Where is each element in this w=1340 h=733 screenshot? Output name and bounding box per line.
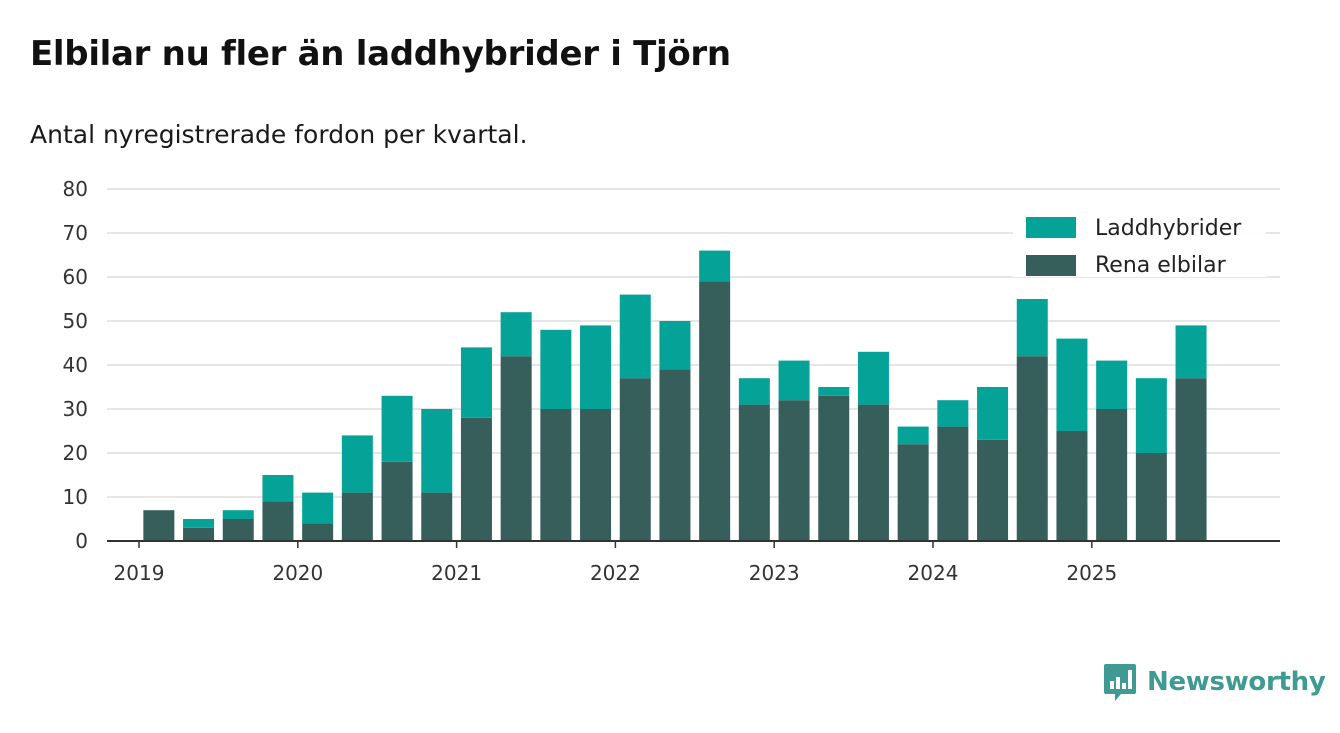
x-tick-label-2024: 2024 (908, 561, 959, 585)
bar-rena-elbilar-2025-Q2 (1096, 409, 1128, 541)
y-tick-label-40: 40 (63, 353, 88, 377)
bar-rena-elbilar-2024-Q2 (937, 426, 969, 541)
bar-rena-elbilar-2019-Q4 (222, 519, 254, 541)
bar-laddhybrider-2020-Q2 (302, 492, 334, 524)
bar-laddhybrider-2025-Q1 (1056, 338, 1088, 431)
chart-subtitle: Antal nyregistrerade fordon per kvartal. (30, 120, 528, 149)
x-tick-label-2022: 2022 (590, 561, 641, 585)
bar-laddhybrider-2021-Q1 (421, 409, 453, 493)
y-tick-label-20: 20 (63, 441, 88, 465)
bar-rena-elbilar-2023-Q4 (857, 404, 889, 541)
brand-name: Newsworthy (1147, 667, 1326, 697)
bar-laddhybrider-2025-Q2 (1096, 360, 1128, 409)
bar-rena-elbilar-2024-Q1 (897, 444, 929, 541)
bar-rena-elbilar-2025-Q1 (1056, 431, 1088, 541)
y-tick-label-80: 80 (63, 177, 88, 201)
bar-laddhybrider-2020-Q3 (341, 435, 373, 493)
legend-swatch-rena-elbilar (1026, 255, 1076, 276)
bars (143, 250, 1207, 541)
bar-rena-elbilar-2022-Q1 (580, 409, 612, 541)
bar-rena-elbilar-2024-Q4 (1016, 356, 1048, 541)
x-tick-label-2023: 2023 (749, 561, 800, 585)
bar-rena-elbilar-2021-Q1 (421, 492, 453, 541)
bar-rena-elbilar-2021-Q4 (540, 409, 572, 541)
newsworthy-logo-icon (1104, 664, 1136, 701)
bar-laddhybrider-2022-Q2 (619, 294, 651, 379)
bar-laddhybrider-2019-Q4 (222, 510, 254, 519)
y-tick-label-10: 10 (63, 485, 88, 509)
legend-label-rena-elbilar: Rena elbilar (1095, 253, 1227, 278)
bar-laddhybrider-2023-Q3 (818, 387, 850, 396)
bar-rena-elbilar-2022-Q4 (699, 281, 731, 541)
bar-rena-elbilar-2019-Q3 (183, 527, 215, 541)
bar-laddhybrider-2021-Q4 (540, 329, 572, 409)
bar-laddhybrider-2024-Q4 (1016, 299, 1048, 357)
bar-rena-elbilar-2023-Q2 (778, 400, 810, 541)
bar-rena-elbilar-2025-Q4 (1175, 378, 1207, 541)
bar-rena-elbilar-2019-Q2 (143, 510, 175, 541)
bar-rena-elbilar-2022-Q2 (619, 378, 651, 541)
x-tick-label-2025: 2025 (1066, 561, 1117, 585)
bar-laddhybrider-2019-Q3 (183, 519, 215, 528)
bar-rena-elbilar-2020-Q1 (262, 501, 294, 541)
bar-laddhybrider-2024-Q2 (937, 400, 969, 427)
bar-rena-elbilar-2022-Q3 (659, 369, 691, 541)
bar-laddhybrider-2025-Q3 (1135, 378, 1167, 453)
bar-rena-elbilar-2020-Q3 (341, 492, 373, 541)
bar-rena-elbilar-2020-Q2 (302, 523, 334, 541)
y-tick-label-50: 50 (63, 309, 88, 333)
bar-laddhybrider-2022-Q3 (659, 321, 691, 370)
x-tick-label-2021: 2021 (431, 561, 482, 585)
bar-laddhybrider-2022-Q4 (699, 250, 731, 282)
bar-rena-elbilar-2023-Q3 (818, 395, 850, 541)
legend-label-laddhybrider: Laddhybrider (1095, 216, 1242, 241)
chart-title: Elbilar nu fler än laddhybrider i Tjörn (30, 34, 731, 74)
y-tick-label-0: 0 (75, 529, 88, 553)
y-tick-label-30: 30 (63, 397, 88, 421)
legend: Laddhybrider Rena elbilar (1013, 207, 1266, 278)
bar-laddhybrider-2021-Q2 (460, 347, 492, 418)
y-tick-label-70: 70 (63, 221, 88, 245)
bar-laddhybrider-2020-Q4 (381, 395, 413, 462)
y-axis-tick-labels: 0 10 20 30 40 50 60 70 80 (63, 177, 88, 553)
bar-rena-elbilar-2021-Q2 (460, 417, 492, 541)
bar-laddhybrider-2024-Q1 (897, 426, 929, 445)
bar-laddhybrider-2022-Q1 (580, 325, 612, 409)
y-tick-label-60: 60 (63, 265, 88, 289)
x-tick-label-2019: 2019 (114, 561, 165, 585)
legend-swatch-laddhybrider (1026, 217, 1076, 238)
x-tick-label-2020: 2020 (272, 561, 323, 585)
bar-rena-elbilar-2023-Q1 (738, 404, 770, 541)
bar-rena-elbilar-2024-Q3 (977, 439, 1009, 541)
bar-laddhybrider-2025-Q4 (1175, 325, 1207, 379)
bar-laddhybrider-2020-Q1 (262, 475, 294, 502)
bar-rena-elbilar-2025-Q3 (1135, 453, 1167, 541)
bar-laddhybrider-2024-Q3 (977, 387, 1009, 440)
bar-laddhybrider-2023-Q1 (738, 378, 770, 405)
bar-laddhybrider-2023-Q4 (857, 351, 889, 405)
bar-rena-elbilar-2020-Q4 (381, 461, 413, 541)
x-axis: 2019 2020 2021 2022 2023 2024 2025 (107, 540, 1280, 585)
bar-rena-elbilar-2021-Q3 (500, 356, 532, 541)
bar-laddhybrider-2021-Q3 (500, 312, 532, 357)
newsworthy-brand: Newsworthy (1103, 662, 1326, 702)
bar-laddhybrider-2023-Q2 (778, 360, 810, 401)
